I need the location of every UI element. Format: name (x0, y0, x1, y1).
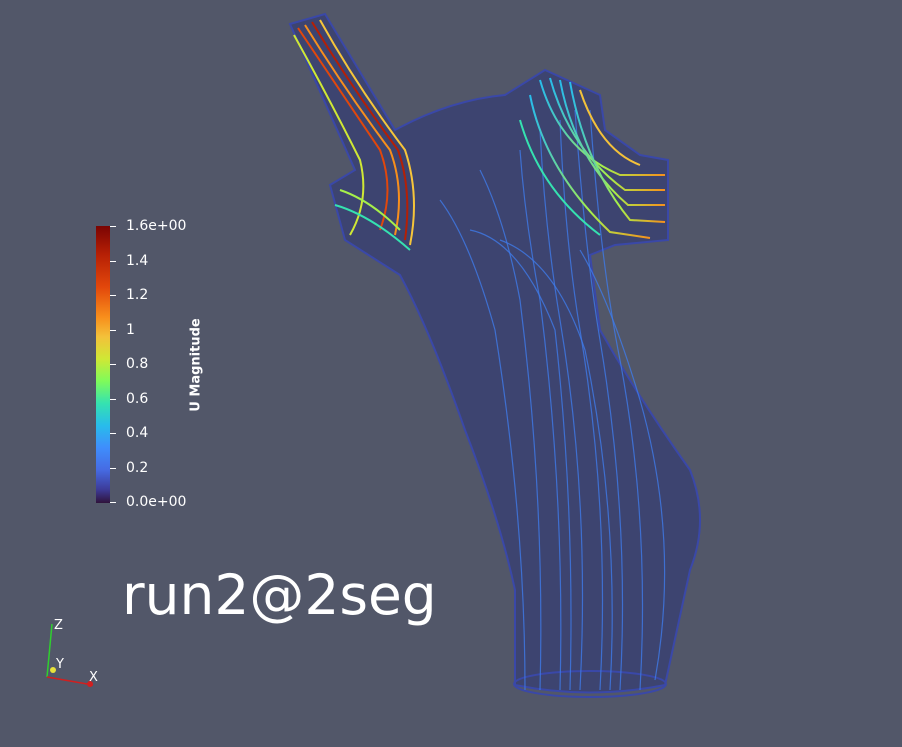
colorbar-tick (110, 468, 116, 469)
streamlines-trunk (439, 109, 666, 691)
colorbar-tick-label: 0.8 (126, 356, 149, 372)
vessel-outlet (513, 670, 667, 698)
colorbar-tick (110, 330, 116, 331)
colorbar-tick (110, 364, 116, 365)
streamlines-right-branch (519, 77, 666, 239)
colorbar-tick (110, 399, 116, 400)
axis-z-label: Z (54, 618, 63, 633)
vessel-surface (288, 12, 701, 694)
colorbar-tick-label: 1.2 (126, 287, 149, 303)
colorbar-tick-label: 0.6 (126, 391, 149, 407)
colorbar-tick-label: 1.6e+00 (126, 218, 187, 234)
colorbar-tick-label: 1.4 (126, 253, 149, 269)
colorbar-tick-label: 0.0e+00 (126, 494, 187, 510)
colorbar-tick (110, 261, 116, 262)
colorbar-gradient (96, 226, 110, 503)
colorbar-tick (110, 502, 116, 503)
colorbar-tick-label: 0.4 (126, 425, 149, 441)
orientation-axes-widget: Z Y X (30, 610, 120, 700)
colorbar-tick-label: 0.2 (126, 460, 149, 476)
colorbar-tick (110, 295, 116, 296)
colorbar-tick (110, 433, 116, 434)
colorbar-tick (110, 226, 116, 227)
colorbar-title: U Magnitude (188, 318, 204, 412)
axis-y-label: Y (56, 657, 64, 672)
axis-x-label: X (89, 670, 98, 685)
axes-glyph (46, 623, 94, 687)
colorbar-tick-label: 1 (126, 322, 135, 338)
streamlines-left-branch (293, 19, 415, 251)
run-annotation: run2@2seg (122, 563, 437, 627)
color-legend: 1.6e+00 1.4 1.2 1 0.8 0.6 0.4 0.2 0.0e+00 (96, 219, 186, 509)
